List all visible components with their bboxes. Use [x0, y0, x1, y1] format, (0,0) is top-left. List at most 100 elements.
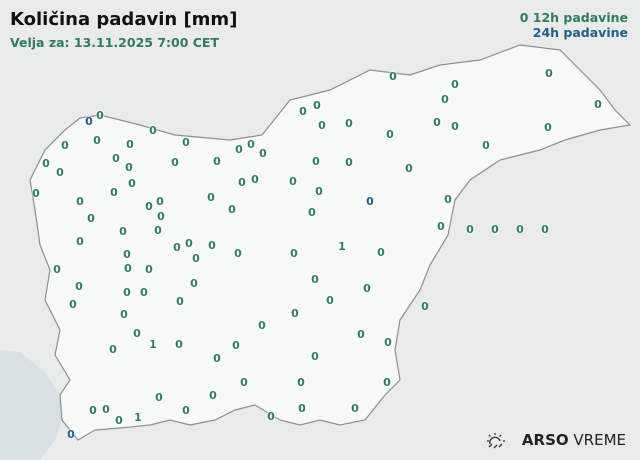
- legend: 0 12h padavine 24h padavine: [520, 10, 628, 40]
- station-value-12h: 0: [128, 177, 136, 190]
- station-value-12h: 0: [516, 223, 524, 236]
- station-value-12h: 0: [491, 223, 499, 236]
- station-value-12h: 0: [240, 376, 248, 389]
- station-value-12h: 0: [69, 298, 77, 311]
- station-value-12h: 0: [228, 203, 236, 216]
- station-value-24h: 0: [67, 428, 75, 441]
- station-value-12h: 0: [311, 350, 319, 363]
- valid-time: Velja za: 13.11.2025 7:00 CET: [10, 35, 219, 50]
- station-value-12h: 0: [175, 338, 183, 351]
- station-value-12h: 0: [291, 307, 299, 320]
- station-value-12h: 0: [185, 237, 193, 250]
- station-value-12h: 0: [76, 235, 84, 248]
- station-value-12h: 0: [345, 156, 353, 169]
- station-value-12h: 0: [209, 389, 217, 402]
- station-value-12h: 0: [53, 263, 61, 276]
- station-value-12h: 0: [545, 67, 553, 80]
- station-value-12h: 0: [451, 78, 459, 91]
- station-value-12h: 0: [176, 295, 184, 308]
- station-value-12h: 0: [251, 173, 259, 186]
- station-value-12h: 0: [290, 247, 298, 260]
- station-value-12h: 0: [182, 136, 190, 149]
- station-value-12h: 0: [351, 402, 359, 415]
- station-value-12h: 0: [156, 195, 164, 208]
- station-value-12h: 0: [326, 294, 334, 307]
- station-value-12h: 0: [208, 239, 216, 252]
- station-value-12h: 0: [377, 246, 385, 259]
- legend-sample: 0: [519, 10, 529, 25]
- station-value-12h: 0: [594, 98, 602, 111]
- station-value-12h: 0: [76, 195, 84, 208]
- station-value-12h: 1: [134, 411, 142, 424]
- station-value-12h: 0: [541, 223, 549, 236]
- station-value-12h: 0: [357, 328, 365, 341]
- station-value-12h: 0: [299, 105, 307, 118]
- station-value-12h: 0: [112, 152, 120, 165]
- station-value-12h: 0: [405, 162, 413, 175]
- station-value-12h: 0: [32, 187, 40, 200]
- station-value-12h: 0: [157, 210, 165, 223]
- station-value-12h: 0: [247, 138, 255, 151]
- station-value-12h: 0: [75, 280, 83, 293]
- station-value-12h: 0: [61, 139, 69, 152]
- station-value-12h: 0: [96, 109, 104, 122]
- station-value-12h: 0: [544, 121, 552, 134]
- legend-12h-label: 12h padavine: [532, 10, 628, 25]
- station-value-12h: 0: [298, 402, 306, 415]
- station-value-12h: 0: [213, 352, 221, 365]
- arso-logo: ARSO VREME: [486, 431, 626, 449]
- brand-normal: VREME: [573, 431, 626, 449]
- station-value-12h: 0: [258, 319, 266, 332]
- station-value-12h: 1: [149, 338, 157, 351]
- station-value-12h: 0: [421, 300, 429, 313]
- station-value-12h: 0: [119, 225, 127, 238]
- station-value-12h: 0: [313, 99, 321, 112]
- station-value-12h: 0: [124, 262, 132, 275]
- station-value-12h: 0: [384, 336, 392, 349]
- station-value-12h: 0: [482, 139, 490, 152]
- station-value-12h: 0: [259, 147, 267, 160]
- station-value-12h: 0: [42, 157, 50, 170]
- station-value-12h: 0: [311, 273, 319, 286]
- station-value-12h: 0: [213, 155, 221, 168]
- station-value-12h: 0: [437, 220, 445, 233]
- station-value-12h: 0: [238, 176, 246, 189]
- station-value-12h: 0: [155, 391, 163, 404]
- station-value-12h: 0: [123, 248, 131, 261]
- station-value-12h: 0: [102, 403, 110, 416]
- station-value-12h: 0: [182, 404, 190, 417]
- station-value-12h: 0: [192, 252, 200, 265]
- brand-bold: ARSO: [521, 431, 569, 449]
- station-value-12h: 0: [466, 223, 474, 236]
- sea: [0, 350, 62, 460]
- station-value-12h: 0: [297, 376, 305, 389]
- station-value-12h: 0: [441, 93, 449, 106]
- station-value-12h: 0: [115, 414, 123, 427]
- station-value-12h: 0: [89, 404, 97, 417]
- station-value-24h: 0: [366, 195, 374, 208]
- station-value-12h: 0: [109, 343, 117, 356]
- station-value-12h: 0: [308, 206, 316, 219]
- station-value-12h: 0: [173, 241, 181, 254]
- station-value-12h: 0: [126, 138, 134, 151]
- station-value-12h: 0: [232, 339, 240, 352]
- station-value-12h: 0: [315, 185, 323, 198]
- station-value-12h: 0: [171, 156, 179, 169]
- station-value-12h: 0: [444, 193, 452, 206]
- station-value-12h: 0: [383, 376, 391, 389]
- station-value-12h: 0: [267, 410, 275, 423]
- station-value-12h: 0: [87, 212, 95, 225]
- station-value-12h: 0: [289, 175, 297, 188]
- station-value-12h: 0: [154, 224, 162, 237]
- station-value-12h: 0: [235, 143, 243, 156]
- map-title: Količina padavin [mm]: [10, 9, 238, 30]
- station-value-24h: 0: [85, 115, 93, 128]
- station-value-12h: 0: [120, 308, 128, 321]
- brand-text: ARSO VREME: [522, 431, 626, 449]
- station-value-12h: 0: [451, 120, 459, 133]
- station-value-12h: 0: [433, 116, 441, 129]
- station-value-12h: 0: [318, 119, 326, 132]
- legend-12h: 0 12h padavine: [520, 10, 628, 25]
- station-value-12h: 0: [207, 191, 215, 204]
